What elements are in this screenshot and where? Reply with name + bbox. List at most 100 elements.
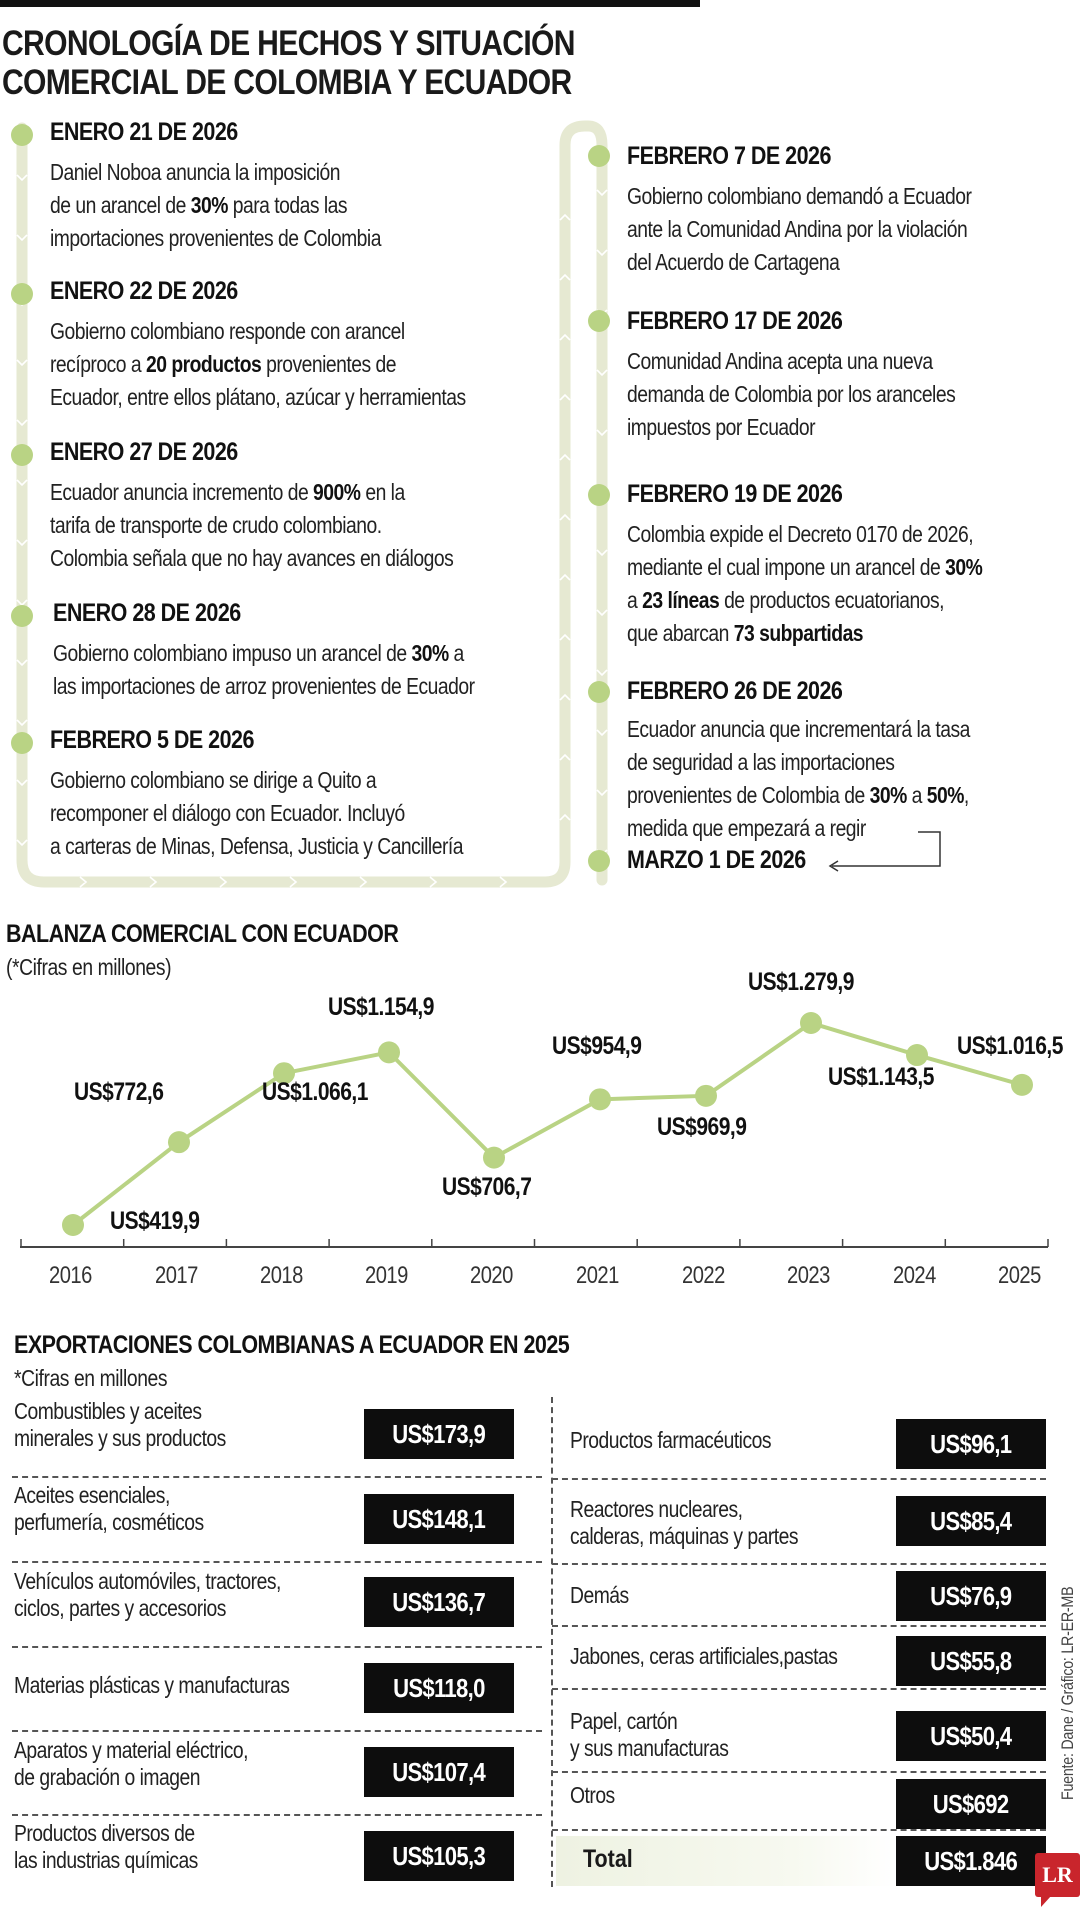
export-value: US$55,8 — [930, 1645, 1012, 1676]
x-axis-tick-label: 2020 — [470, 1262, 513, 1289]
event-description: Gobierno colombiano responde con arancel… — [50, 315, 466, 414]
description-line: tarifa de transporte de crudo colombiano… — [50, 512, 382, 538]
total-label: Total — [583, 1845, 633, 1873]
timeline-dot-icon — [588, 850, 610, 872]
description-line: Ecuador, entre ellos plátano, azúcar y h… — [50, 384, 466, 410]
timeline-dot-icon — [11, 605, 33, 627]
event-description: Ecuador anuncia que incrementará la tasa… — [627, 713, 970, 845]
x-axis-tick-label: 2021 — [576, 1262, 619, 1289]
description-line: demanda de Colombia por los aranceles — [627, 381, 956, 407]
export-category-label: Productos diversos de las industrias quím… — [14, 1820, 198, 1874]
description-line: impuestos por Ecuador — [627, 414, 816, 440]
label-line: Demás — [570, 1582, 629, 1608]
data-point-label: US$1.143,5 — [828, 1063, 934, 1091]
description-line: del Acuerdo de Cartagena — [627, 249, 840, 275]
x-axis-tick-label: 2016 — [49, 1262, 92, 1289]
export-category-label: Papel, cartón y sus manufacturas — [570, 1708, 729, 1762]
timeline-dot-icon — [588, 145, 610, 167]
description-line: de un arancel de 30% para todas las — [50, 192, 348, 218]
line-chart — [20, 1012, 1049, 1248]
description-line: a carteras de Minas, Defensa, Justicia y… — [50, 833, 463, 859]
total-row-background — [556, 1836, 896, 1886]
data-point-marker — [168, 1131, 190, 1154]
row-divider — [552, 1625, 1046, 1627]
row-divider — [552, 1829, 1046, 1831]
event-date: ENERO 22 DE 2026 — [50, 277, 238, 305]
label-line: Combustibles y aceites — [14, 1398, 202, 1424]
export-value: US$105,3 — [392, 1840, 487, 1871]
description-line: Colombia expide el Decreto 0170 de 2026, — [627, 521, 974, 547]
timeline-dot-icon — [588, 310, 610, 332]
description-line: Gobierno colombiano demandó a Ecuador — [627, 183, 972, 209]
export-value: US$76,9 — [930, 1580, 1012, 1611]
export-value: US$692 — [933, 1788, 1009, 1819]
export-value: US$50,4 — [930, 1720, 1012, 1751]
data-point-label: US$772,6 — [74, 1078, 164, 1106]
timeline-dot-icon — [11, 283, 33, 305]
data-point-marker — [1011, 1073, 1033, 1096]
label-line: Papel, cartón — [570, 1708, 678, 1734]
export-value-badge: US$76,9 — [896, 1571, 1046, 1621]
data-point-marker — [589, 1088, 611, 1111]
description-line: a 23 líneas de productos ecuatorianos, — [627, 587, 945, 613]
exports-subtitle: *Cifras en millones — [14, 1365, 168, 1391]
x-axis-tick-label: 2025 — [998, 1262, 1041, 1289]
description-line: mediante el cual impone un arancel de 30… — [627, 554, 983, 580]
export-category-label: Otros — [570, 1782, 615, 1809]
label-line: Aparatos y material eléctrico, — [14, 1737, 249, 1763]
description-line: Comunidad Andina acepta una nueva — [627, 348, 933, 374]
description-line: Gobierno colombiano se dirige a Quito a — [50, 767, 377, 793]
data-point-label: US$1.066,1 — [262, 1078, 368, 1106]
page-title: CRONOLOGÍA DE HECHOS Y SITUACIÓN COMERCI… — [2, 24, 575, 102]
event-description: Gobierno colombiano demandó a Ecuador ant… — [627, 180, 972, 279]
label-line: calderas, máquinas y partes — [570, 1523, 799, 1549]
export-value: US$148,1 — [392, 1503, 487, 1534]
event-date: FEBRERO 26 DE 2026 — [627, 677, 843, 705]
data-point-marker — [62, 1214, 84, 1236]
description-line: Daniel Noboa anuncia la imposición — [50, 159, 341, 185]
export-category-label: Aceites esenciales, perfumería, cosmético… — [14, 1482, 204, 1536]
event-description: Daniel Noboa anuncia la imposición de un … — [50, 156, 381, 255]
label-line: Reactores nucleares, — [570, 1496, 743, 1522]
label-line: Materias plásticas y manufacturas — [14, 1672, 290, 1698]
description-line: Gobierno colombiano impuso un arancel de… — [53, 640, 464, 666]
event-date: FEBRERO 7 DE 2026 — [627, 142, 831, 170]
data-point-marker — [906, 1044, 928, 1067]
label-line: y sus manufacturas — [570, 1735, 729, 1761]
label-line: las industrias químicas — [14, 1847, 198, 1873]
label-line: Aceites esenciales, — [14, 1482, 170, 1508]
timeline-dot-icon — [11, 732, 33, 754]
label-line: ciclos, partes y accesorios — [14, 1595, 226, 1621]
event-date: ENERO 27 DE 2026 — [50, 438, 238, 466]
export-value: US$85,4 — [930, 1505, 1012, 1536]
export-value: US$96,1 — [930, 1428, 1012, 1459]
data-point-marker — [378, 1041, 400, 1064]
column-divider — [551, 1397, 553, 1887]
timeline-dot-icon — [11, 124, 33, 146]
row-divider — [12, 1646, 542, 1648]
row-divider — [12, 1730, 542, 1732]
export-category-label: Demás — [570, 1582, 629, 1609]
x-axis-tick-label: 2024 — [893, 1262, 936, 1289]
data-point-marker — [273, 1062, 295, 1085]
event-description: Colombia expide el Decreto 0170 de 2026,… — [627, 518, 983, 650]
export-value: US$118,0 — [393, 1672, 485, 1703]
export-value: US$136,7 — [392, 1586, 487, 1617]
export-category-label: Aparatos y material eléctrico, de grabaci… — [14, 1737, 249, 1791]
description-line: medida que empezará a regir — [627, 815, 866, 841]
data-point-label: US$969,9 — [657, 1113, 747, 1141]
title-line-1: CRONOLOGÍA DE HECHOS Y SITUACIÓN — [2, 24, 575, 63]
data-point-label: US$954,9 — [552, 1032, 642, 1060]
description-line: las importaciones de arroz provenientes … — [53, 673, 475, 699]
export-value-badge: US$148,1 — [364, 1494, 514, 1544]
event-description: Comunidad Andina acepta una nueva demanda… — [627, 345, 956, 444]
data-point-marker — [695, 1084, 717, 1107]
row-divider — [552, 1478, 1046, 1480]
export-category-label: Jabones, ceras artificiales,pastas — [570, 1643, 838, 1670]
row-divider — [12, 1561, 542, 1563]
exports-title: EXPORTACIONES COLOMBIANAS A ECUADOR EN 2… — [14, 1331, 570, 1359]
data-point-label: US$1.279,9 — [748, 968, 854, 996]
export-value-badge: US$96,1 — [896, 1419, 1046, 1469]
description-line: Colombia señala que no hay avances en di… — [50, 545, 454, 571]
label-line: Productos farmacéuticos — [570, 1427, 772, 1453]
